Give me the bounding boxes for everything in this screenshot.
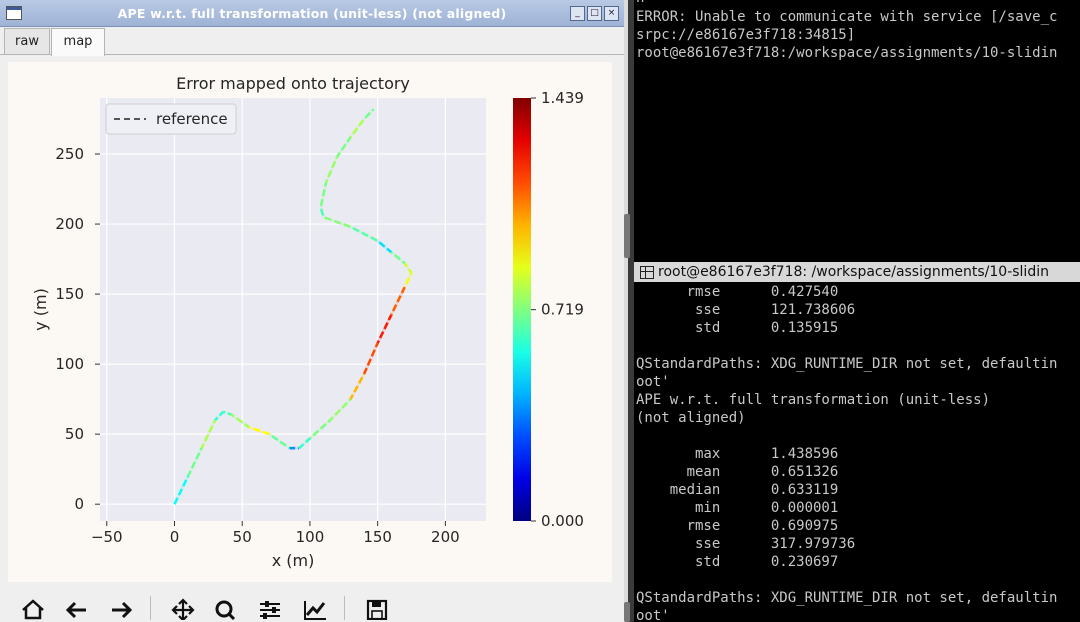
trajectory-segment [349, 225, 379, 243]
window-titlebar[interactable]: APE w.r.t. full transformation (unit-les… [0, 0, 624, 27]
chart-line-icon [304, 601, 326, 620]
legend: reference [105, 103, 237, 135]
colorbar-tick-label: 0.000 [541, 512, 584, 530]
pan-button[interactable] [170, 598, 196, 622]
trajectory-segment [173, 475, 190, 505]
plot-figure: −50 0 50 100 150 200 0 50 100 150 200 250 Error mapp… [8, 62, 612, 582]
terminal-line: sse 317.979736 [636, 536, 856, 552]
x-tick-label: 0 [170, 528, 180, 546]
terminal-icon [640, 266, 654, 279]
move-icon [171, 598, 195, 622]
terminal-line: APE w.r.t. full transformation (unit-les… [636, 392, 991, 408]
x-tick-label: −50 [91, 528, 123, 546]
magnifier-icon [215, 600, 236, 621]
terminal-line: std 0.135915 [636, 320, 839, 336]
plot-window: APE w.r.t. full transformation (unit-les… [0, 0, 628, 622]
terminal-line: rmse 0.427540 [636, 284, 839, 300]
floppy-disk-icon [366, 599, 388, 621]
error-trajectory-chart[interactable]: −50 0 50 100 150 200 0 50 100 150 200 250 Error mapp… [8, 62, 612, 582]
terminal-line: min 0.000001 [636, 500, 839, 516]
trajectory-segment [335, 136, 352, 158]
terminal-top[interactable]: n ERROR: Unable to communicate with serv… [634, 0, 1080, 262]
terminal-line: srpc://e86167e3f718:34815] [636, 27, 856, 43]
trajectory-segment [390, 286, 406, 316]
y-tick-label: 100 [55, 355, 84, 373]
legend-label-reference: reference [156, 110, 228, 128]
subplots-button[interactable] [257, 598, 283, 620]
trajectory-segment [319, 181, 328, 208]
back-button[interactable] [64, 598, 90, 620]
tab-raw[interactable]: raw [4, 28, 50, 54]
terminal-line: oot' [636, 374, 670, 390]
window-title: APE w.r.t. full transformation (unit-les… [117, 6, 507, 21]
terminal-line: median 0.633119 [636, 482, 839, 498]
terminal-bottom[interactable]: root@e86167e3f718: /workspace/assignment… [634, 262, 1080, 622]
terminal-line: QStandardPaths: XDG_RUNTIME_DIR not set,… [636, 590, 1058, 606]
x-tick-label: 100 [296, 528, 325, 546]
colorbar [513, 98, 531, 521]
terminal-line: rmse 0.690975 [636, 518, 839, 534]
reference-path [173, 108, 414, 505]
x-axis-label: x (m) [272, 551, 315, 570]
x-tick-label: 200 [431, 528, 460, 546]
x-tick-label: 150 [363, 528, 392, 546]
terminal-line: n [636, 0, 644, 7]
tab-map[interactable]: map [51, 28, 105, 56]
terminal-line: QStandardPaths: XDG_RUNTIME_DIR not set,… [636, 356, 1058, 372]
terminal-line: sse 121.738606 [636, 302, 856, 318]
trajectory-segment [319, 206, 325, 218]
legend-box [105, 103, 237, 135]
terminal-titlebar[interactable]: root@e86167e3f718: /workspace/assignment… [634, 262, 1080, 282]
terminal-line: std 0.230697 [636, 554, 839, 570]
trajectory-segment [323, 215, 352, 229]
home-icon [22, 599, 44, 620]
terminal-line: ERROR: Unable to communicate with servic… [636, 9, 1058, 25]
toolbar-separator [150, 596, 151, 620]
close-button[interactable]: × [604, 6, 619, 21]
terminal-title: root@e86167e3f718: /workspace/assignment… [658, 264, 1049, 280]
y-tick-label: 200 [55, 215, 84, 233]
y-axis-label: y (m) [31, 288, 50, 331]
y-tick-label: 250 [55, 145, 84, 163]
maximize-button[interactable]: □ [587, 6, 602, 21]
edit-axes-button[interactable] [302, 598, 328, 620]
minimize-button[interactable]: _ [570, 6, 585, 21]
terminal-line: oot' [636, 608, 670, 622]
window-edge [624, 0, 628, 622]
arrow-right-icon [112, 601, 133, 619]
home-button[interactable] [20, 598, 46, 620]
trajectory-segment [349, 373, 366, 400]
pane-divider[interactable] [628, 0, 634, 622]
colorbar-tick-label: 1.439 [541, 89, 584, 107]
colorbar-tick-label: 0.719 [541, 301, 584, 319]
plot-toolbar [0, 594, 624, 622]
save-button[interactable] [364, 598, 390, 621]
divider-handle[interactable] [624, 602, 630, 622]
terminal-line: max 1.438596 [636, 446, 839, 462]
plot-area [100, 98, 486, 521]
terminal-line: (not aligned) [636, 410, 746, 426]
divider-handle[interactable] [624, 214, 630, 258]
y-tick-label: 0 [74, 495, 84, 513]
terminal-line: root@e86167e3f718:/workspace/assignments… [636, 45, 1058, 61]
zoom-button[interactable] [212, 598, 238, 621]
forward-button[interactable] [108, 598, 134, 620]
x-tick-label: 50 [233, 528, 252, 546]
sliders-icon [260, 601, 280, 619]
arrow-left-icon [65, 601, 86, 619]
tab-bar: raw map [0, 27, 624, 56]
terminal-line: mean 0.651326 [636, 464, 839, 480]
window-icon[interactable] [6, 6, 22, 20]
trajectory-segment [376, 239, 393, 254]
chart-title: Error mapped onto trajectory [176, 74, 410, 93]
toolbar-separator [344, 596, 345, 620]
y-tick-label: 50 [65, 425, 84, 443]
y-tick-label: 150 [55, 285, 84, 303]
